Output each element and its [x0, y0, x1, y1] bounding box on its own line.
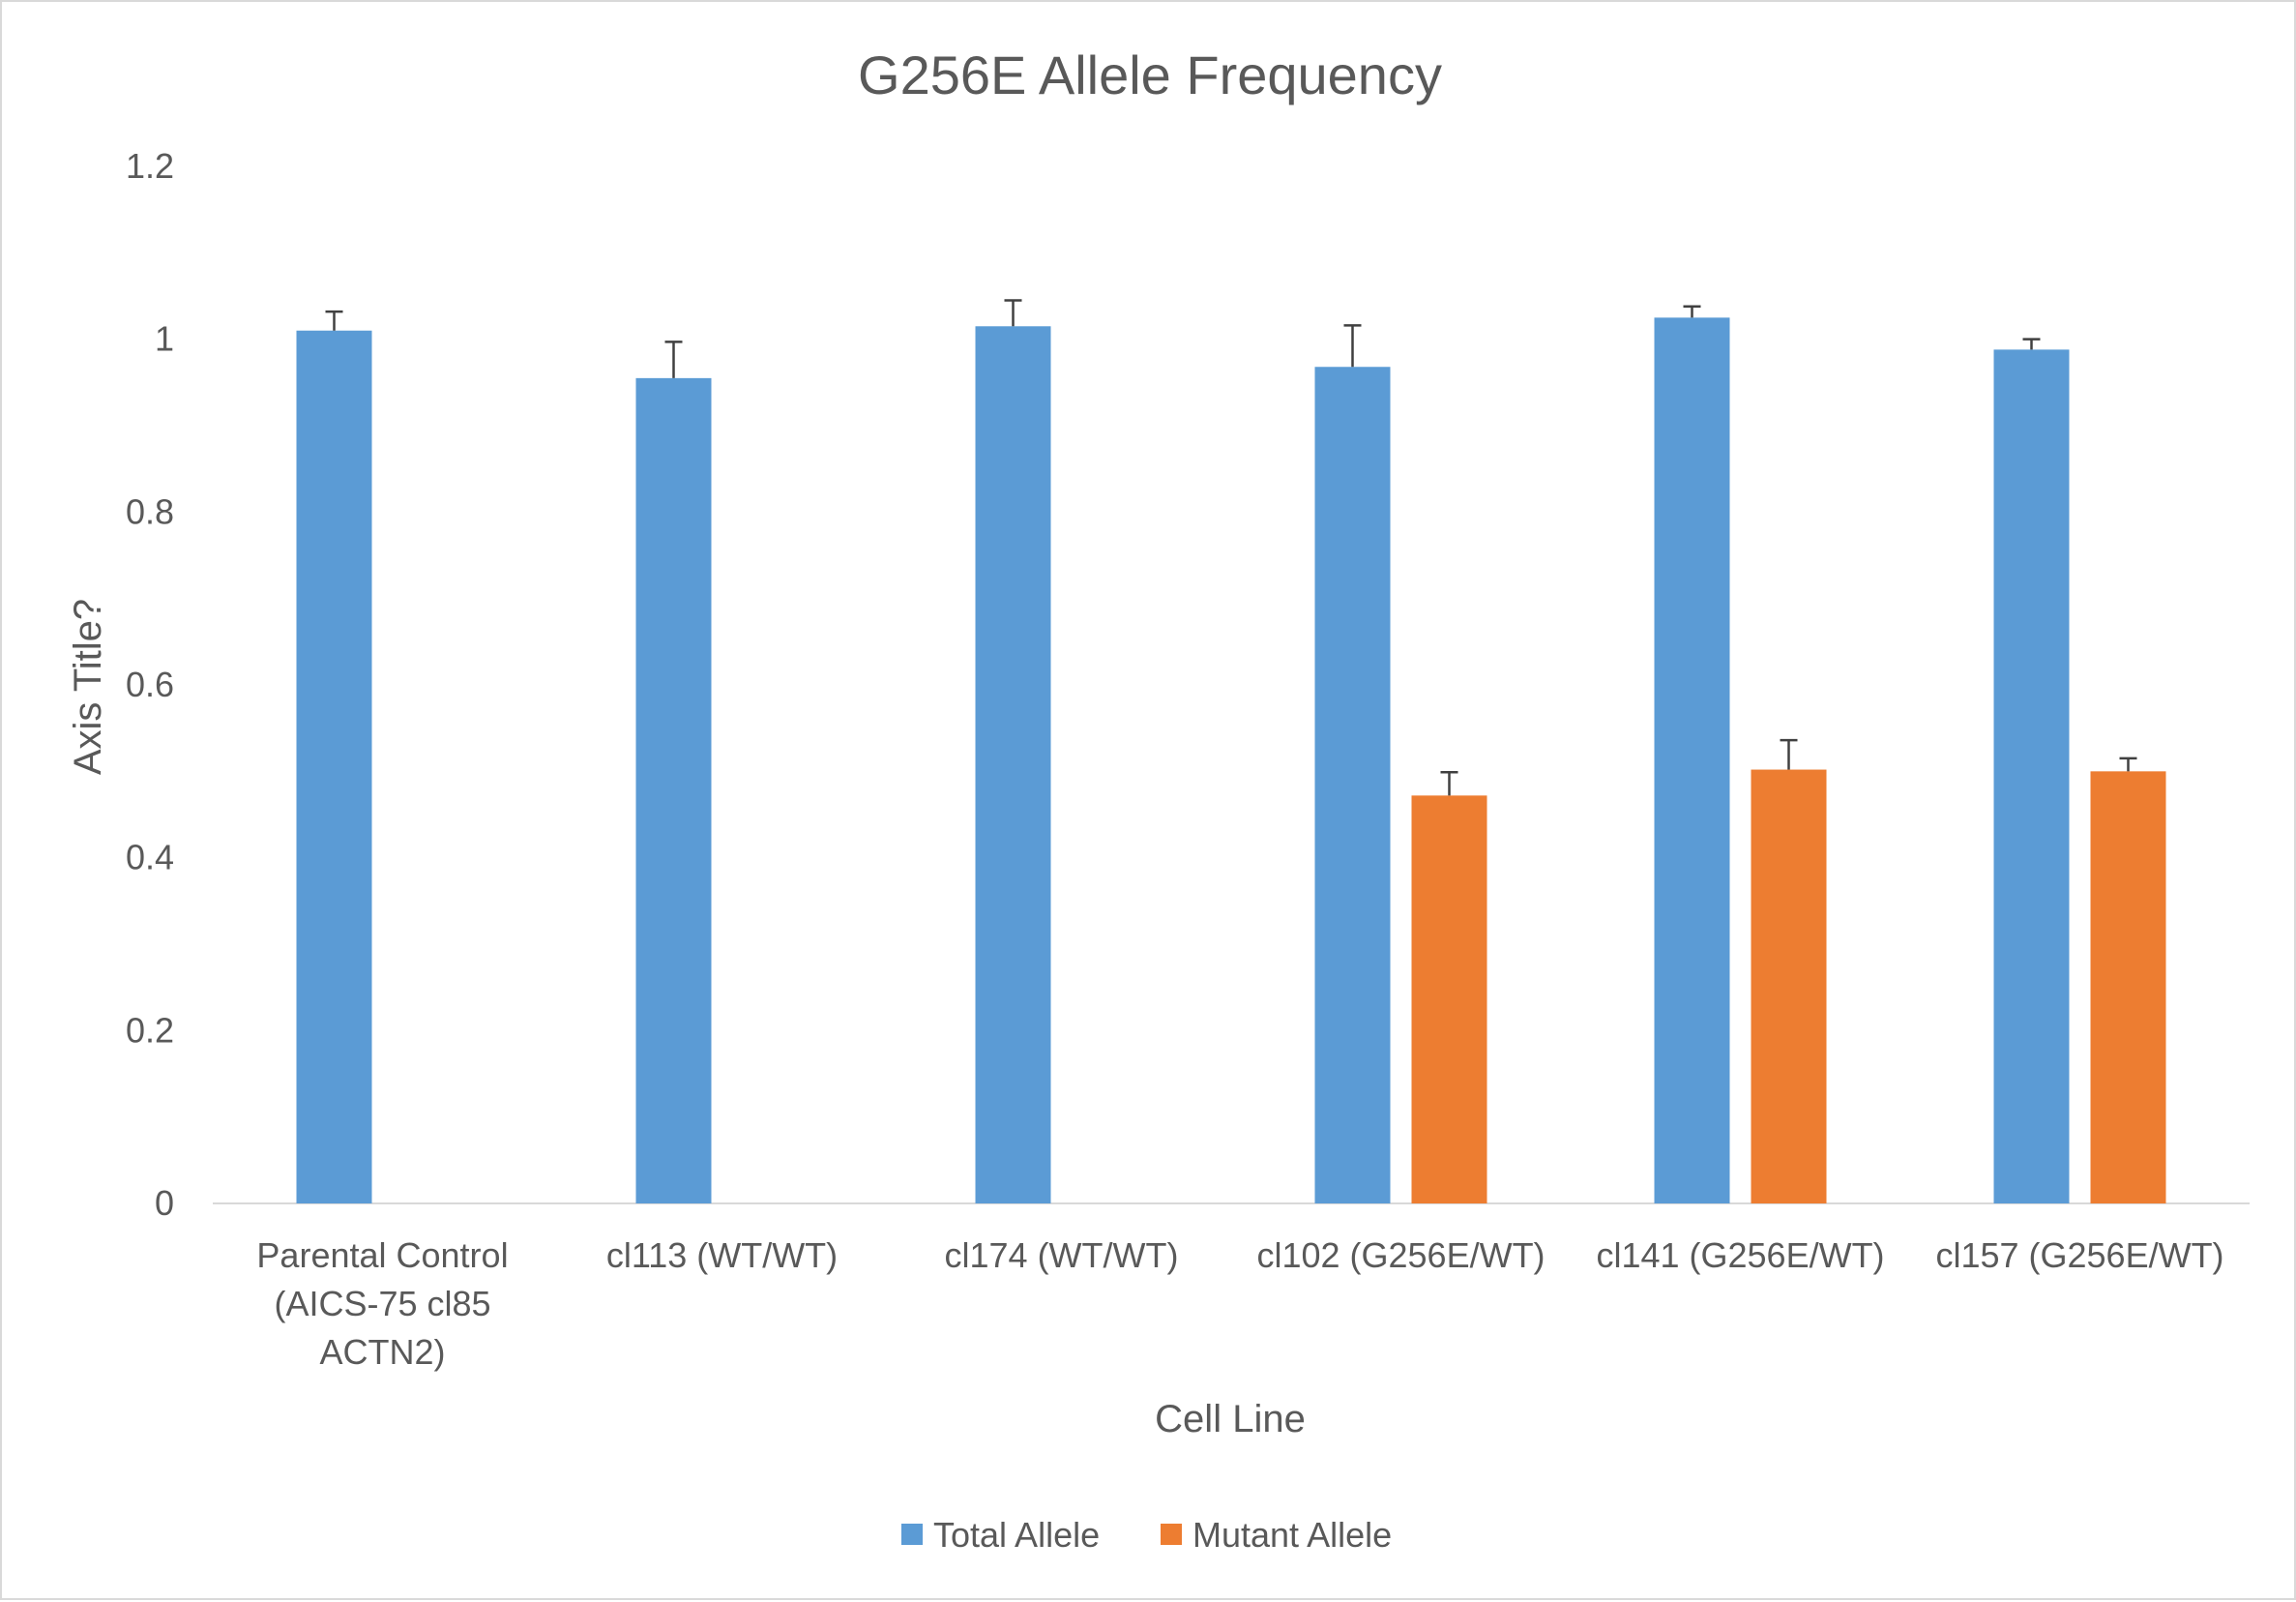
x-tick-label-line: cl141 (G256E/WT) — [1596, 1235, 1884, 1275]
x-tick-label: cl157 (G256E/WT) — [1935, 1235, 2223, 1275]
bar — [1751, 769, 1827, 1203]
x-tick-label: cl102 (G256E/WT) — [1256, 1235, 1545, 1275]
legend-swatch — [901, 1524, 923, 1545]
x-axis: Parental Control (AICS-75 cl85 ACTN2) cl113… — [213, 1202, 2250, 1372]
bars — [296, 317, 2166, 1204]
bar — [975, 326, 1051, 1203]
x-tick-label: cl174 (WT/WT) — [945, 1235, 1179, 1275]
y-tick-label: 1.2 — [126, 146, 174, 186]
bar — [296, 330, 372, 1203]
bar — [635, 377, 712, 1203]
bar — [1314, 367, 1391, 1204]
y-tick-label: 0.6 — [126, 665, 174, 704]
x-tick-label: cl113 (WT/WT) — [606, 1235, 838, 1275]
y-tick-label: 0 — [155, 1183, 174, 1223]
x-tick-label-line: ACTN2) — [319, 1332, 445, 1372]
y-axis: 0 0.2 0.4 0.6 0.8 1 1.2 — [126, 146, 174, 1223]
x-tick-label-line: cl102 (G256E/WT) — [1256, 1235, 1545, 1275]
legend: Total Allele Mutant Allele — [901, 1515, 1392, 1555]
y-axis-title: Axis Title? — [67, 599, 109, 775]
legend-label: Mutant Allele — [1192, 1515, 1392, 1555]
y-tick-label: 1 — [155, 319, 174, 359]
x-tick-label: Parental Control (AICS-75 cl85 ACTN2) — [256, 1235, 508, 1372]
y-tick-label: 0.2 — [126, 1010, 174, 1050]
y-tick-label: 0.4 — [126, 838, 174, 877]
x-tick-label-line: cl174 (WT/WT) — [945, 1235, 1179, 1275]
bar — [1993, 349, 2070, 1203]
error-bars — [325, 299, 2137, 796]
y-tick-label: 0.8 — [126, 491, 174, 531]
legend-swatch — [1161, 1524, 1182, 1545]
legend-label: Total Allele — [933, 1515, 1100, 1555]
x-tick-label-line: (AICS-75 cl85 — [274, 1284, 490, 1323]
bar — [2090, 771, 2166, 1203]
bar — [1411, 795, 1487, 1203]
x-tick-label-line: Parental Control — [256, 1235, 508, 1275]
x-tick-label-line: cl113 (WT/WT) — [606, 1235, 838, 1275]
x-tick-label: cl141 (G256E/WT) — [1596, 1235, 1884, 1275]
bar — [1654, 317, 1730, 1203]
chart-title: G256E Allele Frequency — [858, 44, 1442, 105]
x-axis-title: Cell Line — [1155, 1398, 1306, 1440]
x-tick-label-line: cl157 (G256E/WT) — [1935, 1235, 2223, 1275]
